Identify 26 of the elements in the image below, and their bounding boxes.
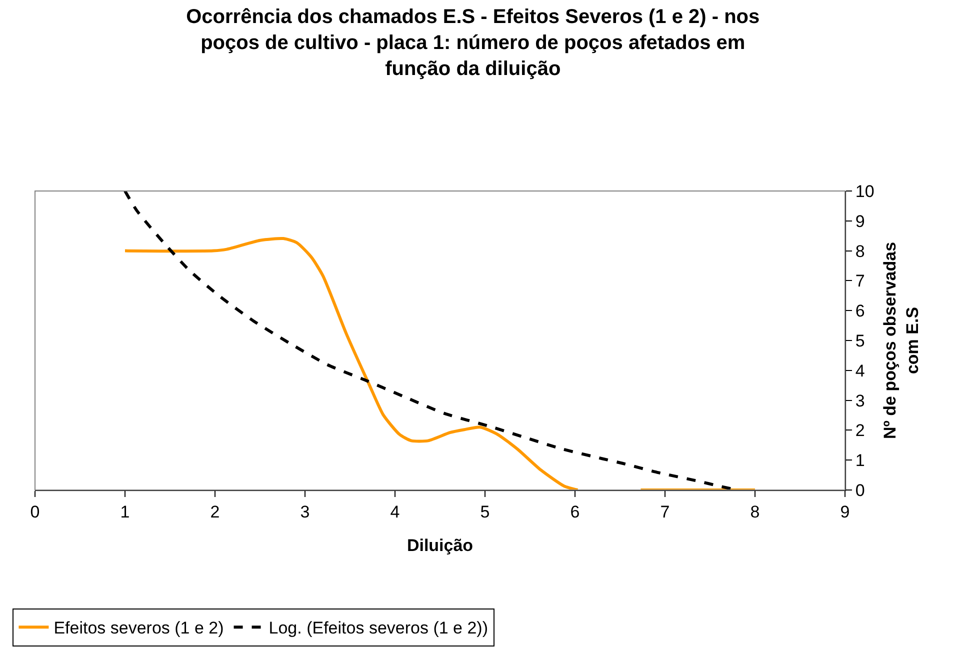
y-tick-label: 6 xyxy=(855,302,865,321)
x-tick-label: 8 xyxy=(750,502,760,522)
y-tick-label: 1 xyxy=(855,451,865,470)
y-tick-label: 9 xyxy=(855,212,865,231)
y-tick-label: 8 xyxy=(855,242,865,261)
y-tick-label: 10 xyxy=(855,182,874,201)
y-axis-title: Nº de poços observadas com E.S xyxy=(880,242,922,440)
y-tick-label: 2 xyxy=(855,421,865,440)
y-tick-label: 7 xyxy=(855,272,865,291)
y-tick-label: 4 xyxy=(855,361,865,380)
x-tick-label: 7 xyxy=(660,502,670,522)
y-tick-label: 3 xyxy=(855,391,865,410)
y-tick-label: 5 xyxy=(855,331,865,350)
x-tick-label: 5 xyxy=(480,502,490,522)
x-tick-label: 1 xyxy=(120,502,130,522)
x-axis-title: Diluição xyxy=(406,536,474,555)
x-tick-label: 2 xyxy=(210,502,220,522)
chart-title: Ocorrência dos chamados E.S - Efeitos Severos (1 e 2) - nos poços de cultivo - placa 1: número de poços afetados em função da diluição xyxy=(186,6,760,80)
x-tick-label: 4 xyxy=(390,502,400,522)
legend-label: Efeitos severos (1 e 2) xyxy=(54,618,224,638)
x-tick-label: 6 xyxy=(570,502,580,522)
y-tick-label: 0 xyxy=(855,480,865,500)
x-tick-label: 0 xyxy=(30,502,40,522)
x-tick-label: 3 xyxy=(300,502,310,522)
x-tick-label: 9 xyxy=(840,502,850,522)
legend-label: Log. (Efeitos severos (1 e 2)) xyxy=(268,618,488,638)
